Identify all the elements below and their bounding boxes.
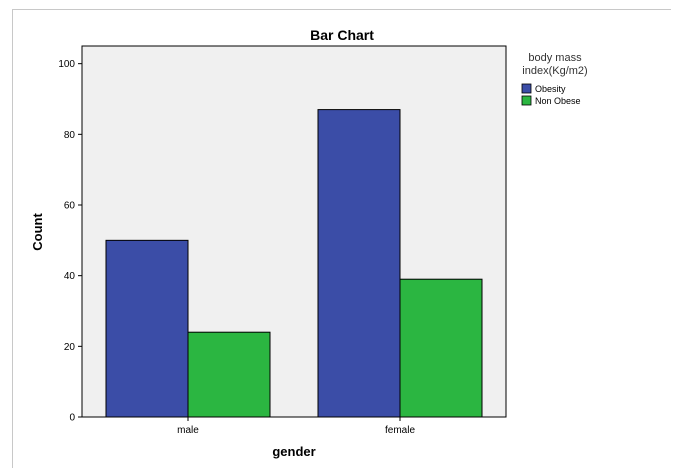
legend-items: Obesity Non Obese xyxy=(521,83,581,106)
legend-title-line2: index(Kg/m2) xyxy=(522,65,587,77)
y-tick-label: 100 xyxy=(58,59,75,70)
bar-male-non-obese xyxy=(187,331,271,418)
y-axis: 0 20 40 60 80 100 xyxy=(58,59,82,424)
bars-group xyxy=(105,109,483,418)
y-tick-label: 40 xyxy=(64,271,76,282)
legend-swatch xyxy=(521,95,532,106)
x-axis-title: gender xyxy=(272,444,315,459)
y-tick-label: 20 xyxy=(64,342,76,353)
legend-title-line1: body mass xyxy=(528,52,582,64)
legend-swatch xyxy=(521,83,532,94)
bar-female-obesity xyxy=(317,109,401,418)
legend-label: Obesity xyxy=(535,84,566,94)
x-tick-label: female xyxy=(385,425,415,436)
bar-female-non-obese xyxy=(399,278,483,418)
bar-male-obesity xyxy=(105,239,189,418)
y-tick-label: 0 xyxy=(69,413,75,424)
y-axis-title: Count xyxy=(30,213,45,251)
y-tick-label: 80 xyxy=(64,130,76,141)
y-tick-label: 60 xyxy=(64,201,76,212)
x-axis: male female xyxy=(177,417,415,436)
legend-label: Non Obese xyxy=(535,96,581,106)
legend: body mass index(Kg/m2) Obesity Non Obese xyxy=(521,52,588,106)
x-tick-label: male xyxy=(177,425,199,436)
chart-title: Bar Chart xyxy=(310,27,374,43)
